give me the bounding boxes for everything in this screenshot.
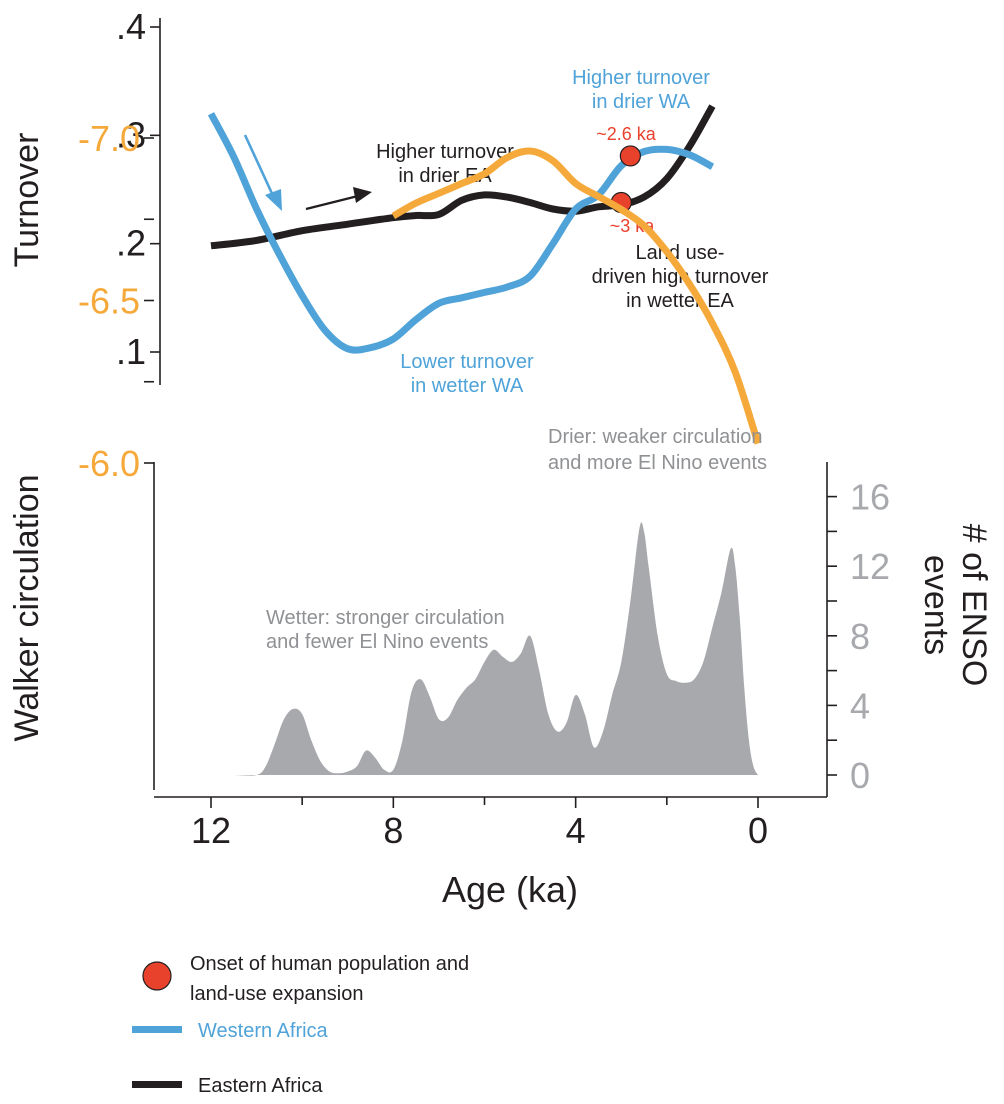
walker-tick-label: -7.0 (78, 118, 140, 159)
western-onset-label: ~2.6 ka (596, 124, 657, 144)
walker-tick-label: -6.5 (78, 281, 140, 322)
enso-events-area-group (211, 522, 758, 776)
drier-annotation-1: Drier: weaker circulation (548, 426, 763, 448)
age-tick-label: 4 (566, 810, 586, 851)
western-high-annotation-2: in drier WA (592, 91, 691, 113)
wetter-annotation-2: and fewer El Nino events (266, 631, 488, 653)
enso-events-area (211, 522, 758, 776)
legend-western-swatch (132, 1026, 182, 1033)
enso-tick-label: 16 (850, 477, 890, 518)
age-axis-label: Age (ka) (442, 869, 578, 910)
western-onset-marker (619, 145, 641, 167)
age-tick-label: 8 (383, 810, 403, 851)
turnover-ticks: .4 .3 .2 .1 (116, 6, 160, 372)
legend-onset-label-2: land-use expansion (190, 983, 363, 1005)
enso-tick-label: 8 (850, 616, 870, 657)
legend-onset-label-1: Onset of human population and (190, 953, 469, 975)
eastern-high-annotation-1: Higher turnover (376, 141, 514, 163)
walker-circulation-line-group (391, 147, 762, 445)
eastern-africa-line (210, 104, 716, 250)
legend-eastern-label: Eastern Africa (198, 1075, 323, 1097)
enso-ticks: 16 12 8 4 0 (827, 477, 890, 796)
turnover-tick-label: .2 (116, 223, 146, 264)
walker-ticks: -6.0 -6.5 -7.0 (78, 118, 154, 484)
turnover-tick-label: .4 (116, 6, 146, 47)
age-tick-label: 12 (191, 810, 231, 851)
age-ticks: 12 8 4 0 (191, 797, 768, 851)
enso-tick-label: 4 (850, 685, 870, 726)
legend-onset-marker (142, 961, 172, 991)
turnover-tick-label: .3 (116, 114, 146, 155)
eastern-landuse-annotation-3: in wetter EA (626, 290, 734, 312)
western-low-annotation-1: Lower turnover (400, 351, 534, 373)
walker-axis-label: Walker circulation (8, 474, 46, 741)
western-low-annotation-2: in wetter WA (411, 375, 524, 397)
wetter-annotation-1: Wetter: stronger circulation (266, 607, 505, 629)
eastern-landuse-annotation-1: Land use- (636, 242, 725, 264)
age-tick-label: 0 (748, 810, 768, 851)
walker-tick-label: -6.0 (78, 443, 140, 484)
drier-annotation-2: and more El Nino events (548, 452, 767, 474)
legend-eastern-swatch (132, 1081, 182, 1088)
enso-axis-label-2: events (917, 555, 955, 655)
eastern-rise-arrow (305, 187, 372, 211)
turnover-panel: .4 .3 .2 .1 Turnover Higher turnover in dri… (8, 6, 769, 397)
turnover-axis-label: Turnover (8, 133, 46, 268)
enso-tick-label: 12 (850, 546, 890, 587)
western-high-annotation-1: Higher turnover (572, 67, 710, 89)
legend-western-label: Western Africa (198, 1020, 329, 1042)
eastern-landuse-annotation-2: driven high turnover (592, 266, 769, 288)
western-decline-arrow (243, 134, 282, 211)
enso-axis-label-1: # of ENSO (955, 524, 993, 687)
walker-enso-panel: -6.0 -6.5 -7.0 16 12 8 4 0 12 8 4 0 Walker circul… (8, 118, 993, 910)
walker-circulation-line (391, 147, 762, 445)
enso-tick-label: 0 (850, 755, 870, 796)
legend: Onset of human population and land-use e… (132, 953, 469, 1097)
turnover-tick-label: .1 (116, 331, 146, 372)
